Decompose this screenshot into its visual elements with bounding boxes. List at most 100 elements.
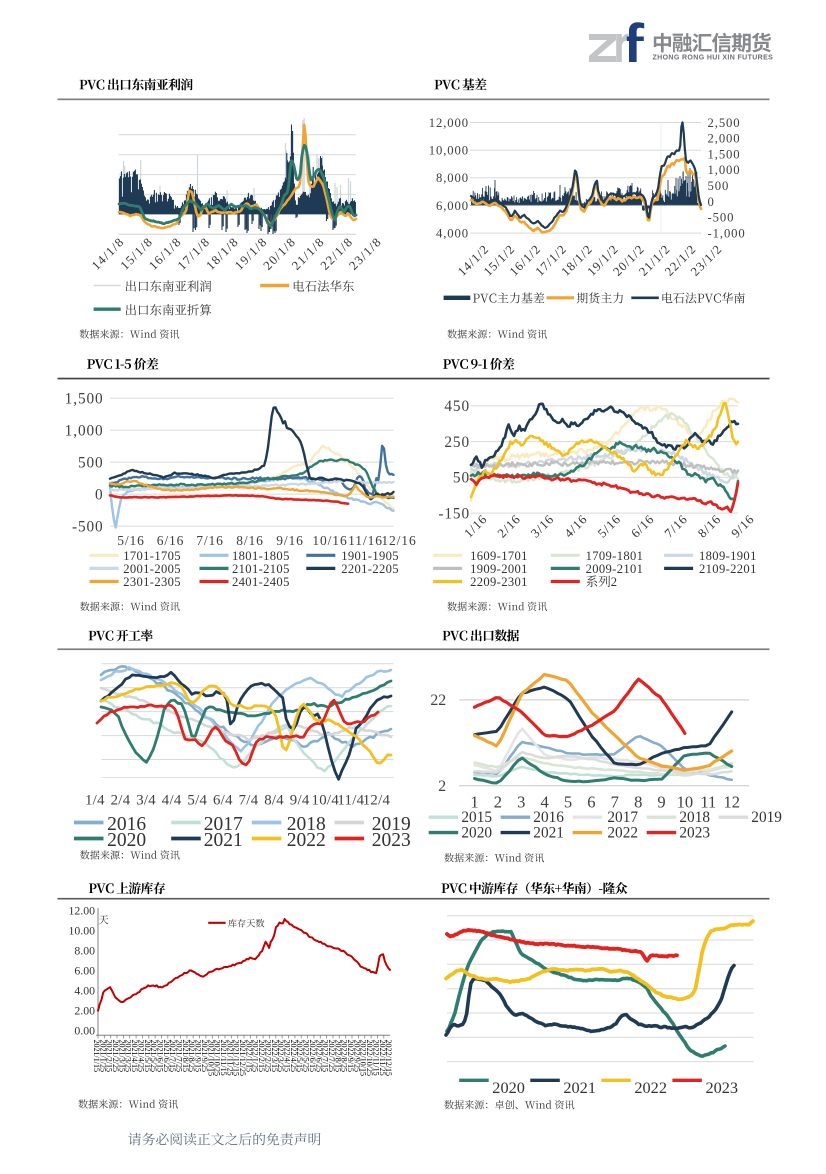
svg-text:2021: 2021: [204, 830, 243, 851]
svg-text:2022/3/25: 2022/3/25: [276, 1040, 285, 1072]
svg-text:2022/12/15: 2022/12/15: [384, 1040, 393, 1076]
svg-text:10,000: 10,000: [429, 144, 469, 158]
svg-text:2022/10/15: 2022/10/15: [359, 1040, 368, 1076]
svg-text:4: 4: [540, 792, 548, 811]
svg-text:6/16: 6/16: [157, 533, 185, 548]
svg-text:ZHONG RONG HUI XIN FUTURES: ZHONG RONG HUI XIN FUTURES: [653, 55, 774, 62]
svg-text:2301-2305: 2301-2305: [123, 575, 181, 589]
svg-text:500: 500: [78, 454, 104, 471]
svg-text:2021/9/25: 2021/9/25: [200, 1040, 209, 1072]
svg-text:250: 250: [444, 434, 470, 451]
svg-text:2021/7/15: 2021/7/15: [168, 1040, 177, 1072]
svg-text:2023: 2023: [372, 830, 411, 851]
svg-text:2401-2405: 2401-2405: [232, 575, 290, 589]
svg-text:2022/3/15: 2022/3/15: [270, 1040, 279, 1072]
svg-text:2022/5/25: 2022/5/25: [302, 1040, 311, 1072]
svg-text:7/16: 7/16: [196, 533, 224, 548]
svg-text:2: 2: [611, 575, 617, 589]
svg-text:2021/3/15: 2021/3/15: [117, 1040, 126, 1072]
svg-text:2015: 2015: [461, 809, 492, 826]
svg-text:2021: 2021: [533, 825, 564, 842]
svg-text:0: 0: [708, 195, 715, 209]
svg-text:2: 2: [438, 778, 446, 795]
svg-text:2,500: 2,500: [708, 116, 741, 130]
svg-text:10/16: 10/16: [312, 533, 347, 548]
svg-text:2022: 2022: [287, 830, 326, 851]
svg-text:4.00: 4.00: [74, 984, 95, 998]
svg-text:2021/9/15: 2021/9/15: [194, 1040, 203, 1072]
svg-text:2018: 2018: [287, 814, 326, 835]
svg-text:12/16: 12/16: [381, 533, 416, 548]
svg-text:2022/9/25: 2022/9/25: [352, 1040, 361, 1072]
svg-text:450: 450: [444, 398, 470, 415]
svg-text:10.00: 10.00: [68, 924, 95, 938]
svg-text:2021/3/25: 2021/3/25: [124, 1040, 133, 1072]
svg-text:2017: 2017: [607, 809, 638, 826]
svg-text:500: 500: [708, 179, 730, 193]
svg-text:2022/10/25: 2022/10/25: [365, 1040, 374, 1076]
svg-text:6/4: 6/4: [213, 793, 233, 809]
svg-text:2021/8/15: 2021/8/15: [181, 1040, 190, 1072]
svg-text:9/4: 9/4: [290, 793, 310, 809]
svg-text:1809-1901: 1809-1901: [699, 549, 757, 563]
svg-text:-1,000: -1,000: [708, 226, 746, 240]
svg-text:2019: 2019: [372, 814, 411, 835]
svg-text:2209-2301: 2209-2301: [470, 575, 528, 589]
svg-text:1709-1801: 1709-1801: [586, 549, 644, 563]
svg-text:2021/2/15: 2021/2/15: [105, 1040, 114, 1072]
svg-text:2022/6/15: 2022/6/15: [308, 1040, 317, 1072]
svg-text:8,000: 8,000: [436, 171, 469, 185]
svg-text:8.00: 8.00: [74, 944, 95, 958]
svg-text:7: 7: [611, 792, 619, 811]
svg-text:2/4: 2/4: [111, 793, 131, 809]
svg-text:2020: 2020: [492, 1078, 525, 1097]
svg-text:2021/4/25: 2021/4/25: [136, 1040, 145, 1072]
svg-text:4,000: 4,000: [436, 226, 469, 240]
svg-text:9/16: 9/16: [276, 533, 304, 548]
svg-text:2021/1/15: 2021/1/15: [92, 1040, 101, 1072]
svg-text:8/4: 8/4: [264, 793, 284, 809]
svg-text:5: 5: [564, 792, 572, 811]
svg-text:2023: 2023: [679, 825, 710, 842]
svg-text:10: 10: [677, 792, 694, 811]
svg-text:2021/2/25: 2021/2/25: [111, 1040, 120, 1072]
svg-text:2021/10/25: 2021/10/25: [213, 1040, 222, 1076]
svg-text:0.00: 0.00: [74, 1024, 95, 1038]
svg-text:2022/7/15: 2022/7/15: [321, 1040, 330, 1072]
svg-text:2018: 2018: [679, 809, 710, 826]
svg-text:2022/11/25: 2022/11/25: [378, 1040, 387, 1076]
svg-text:3: 3: [517, 792, 525, 811]
svg-text:6.00: 6.00: [74, 964, 95, 978]
svg-text:12/4: 12/4: [363, 793, 391, 809]
svg-text:12: 12: [723, 792, 740, 811]
svg-text:9: 9: [657, 792, 665, 811]
svg-text:2022/5/15: 2022/5/15: [295, 1040, 304, 1072]
svg-text:2021/6/15: 2021/6/15: [156, 1040, 165, 1072]
svg-text:2017: 2017: [204, 814, 243, 835]
svg-text:1909-2001: 1909-2001: [470, 562, 528, 576]
svg-text:2020: 2020: [461, 825, 492, 842]
svg-text:2021/12/15: 2021/12/15: [232, 1040, 241, 1076]
svg-text:2021/7/25: 2021/7/25: [175, 1040, 184, 1072]
svg-text:1,500: 1,500: [65, 390, 104, 407]
svg-text:2016: 2016: [533, 809, 564, 826]
svg-text:12.00: 12.00: [68, 904, 95, 918]
svg-text:2022/7/25: 2022/7/25: [327, 1040, 336, 1072]
svg-text:2022/8/25: 2022/8/25: [340, 1040, 349, 1072]
svg-text:-500: -500: [72, 518, 104, 535]
svg-text:1,500: 1,500: [708, 147, 741, 161]
svg-text:2109-2201: 2109-2201: [699, 562, 757, 576]
svg-text:2022/8/15: 2022/8/15: [333, 1040, 342, 1072]
svg-text:2022/1/25: 2022/1/25: [251, 1040, 260, 1072]
svg-text:0: 0: [95, 486, 104, 503]
svg-text:2022: 2022: [607, 825, 638, 842]
svg-text:6,000: 6,000: [436, 199, 469, 213]
svg-text:2022/2/25: 2022/2/25: [263, 1040, 272, 1072]
svg-text:2022/9/15: 2022/9/15: [346, 1040, 355, 1072]
svg-text:1609-1701: 1609-1701: [470, 549, 528, 563]
svg-text:4/4: 4/4: [162, 793, 182, 809]
svg-text:2101-2105: 2101-2105: [232, 562, 290, 576]
svg-text:2021/12/25: 2021/12/25: [238, 1040, 247, 1076]
svg-text:1/4: 1/4: [85, 793, 105, 809]
svg-text:2021/4/15: 2021/4/15: [130, 1040, 139, 1072]
